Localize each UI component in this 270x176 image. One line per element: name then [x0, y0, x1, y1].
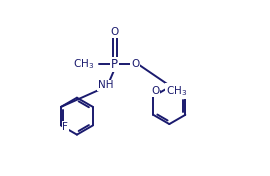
Text: F: F [62, 122, 68, 132]
Text: O: O [131, 59, 139, 69]
Text: CH$_3$: CH$_3$ [73, 57, 94, 71]
Text: NH: NH [98, 80, 114, 90]
Text: O: O [151, 86, 159, 96]
Text: P: P [111, 58, 118, 71]
Text: O: O [111, 27, 119, 37]
Text: CH$_3$: CH$_3$ [166, 84, 187, 98]
